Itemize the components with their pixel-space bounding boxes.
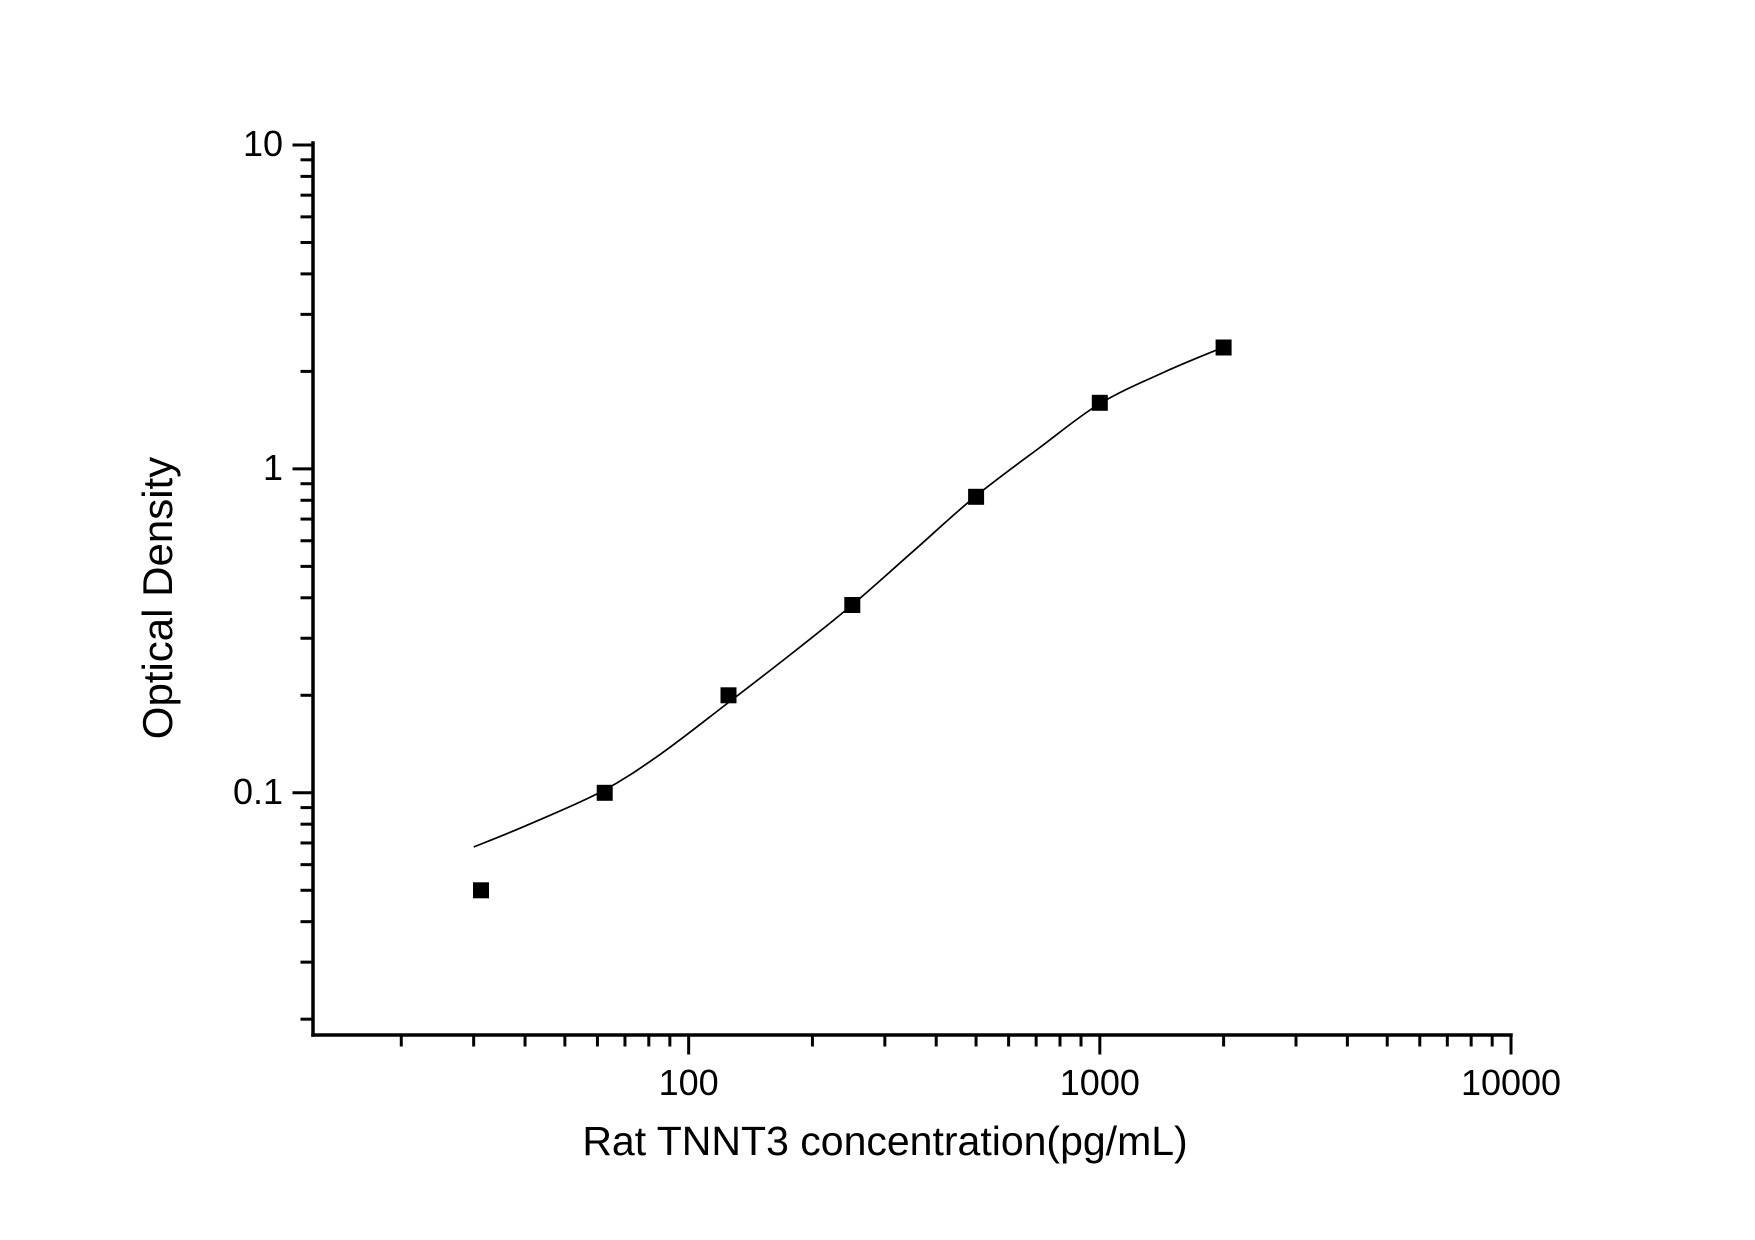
fit-curve [473,346,1224,848]
y-tick-label: 1 [263,447,283,488]
y-tick-label: 0.1 [233,771,283,812]
x-axis-ticks: 100 1000 10000 [399,1034,1561,1103]
x-tick-label: 1000 [1060,1062,1140,1103]
data-point-marker [720,687,737,704]
data-point-marker [473,882,489,899]
y-axis-title: Optical Density [134,456,181,740]
standard-points [473,339,1232,899]
y-axis-ticks: 10 1 0.1 [233,123,313,1021]
axes [311,141,1513,1037]
data-point-marker [1215,339,1232,356]
x-tick-label: 10000 [1461,1062,1561,1103]
y-tick-label: 10 [243,123,283,164]
data-point-marker [596,784,613,801]
x-axis-title: Rat TNNT3 concentration(pg/mL) [582,1118,1188,1164]
x-tick-label: 100 [659,1062,719,1103]
